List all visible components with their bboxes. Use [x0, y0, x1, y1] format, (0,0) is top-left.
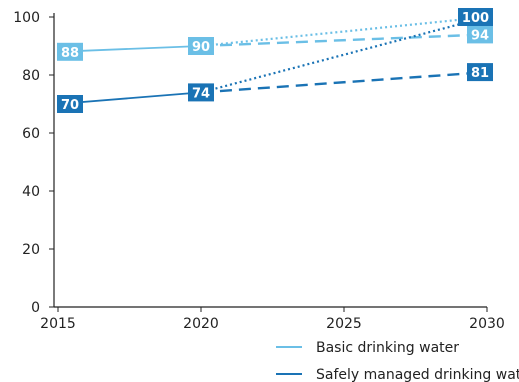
series-lines: [57, 15, 488, 105]
data-label: 94: [471, 28, 489, 43]
data-labels: 88 90 94 70 74 81 100: [57, 8, 493, 113]
legend-label: Safely managed drinking water: [316, 367, 519, 382]
legend: Basic drinking water Safely managed drink…: [276, 340, 519, 382]
data-label-box: [458, 8, 493, 26]
series-1-projection-line: [200, 70, 488, 94]
y-tick-label: 100: [13, 10, 40, 26]
data-label-box: [188, 83, 214, 102]
y-tick-label: 0: [31, 300, 40, 316]
data-label-box: [467, 25, 493, 44]
x-tick-label: 2015: [40, 316, 76, 332]
y-tick-label: 20: [22, 242, 40, 258]
data-label-box: [57, 95, 83, 113]
x-tick-label: 2030: [469, 316, 505, 332]
series-1-target-line: [200, 15, 488, 94]
y-tick-label: 80: [22, 68, 40, 84]
series-0-projection-line: [200, 33, 488, 48]
x-tick-label: 2025: [326, 316, 362, 332]
data-label: 100: [462, 11, 489, 26]
x-tick-label: 2020: [183, 316, 219, 332]
data-label-box: [467, 63, 493, 82]
legend-label: Basic drinking water: [316, 340, 459, 356]
axes: 0 20 40 60 80 100 2015 2020 2025 2030: [13, 10, 505, 332]
series-0-target-line: [200, 15, 488, 48]
y-tick-label: 40: [22, 184, 40, 200]
data-label: 74: [192, 86, 210, 101]
y-tick-label: 60: [22, 126, 40, 142]
data-label: 88: [61, 46, 79, 61]
data-label-box: [57, 42, 83, 61]
data-label-box: [188, 37, 214, 55]
data-label: 70: [61, 98, 79, 113]
data-label: 81: [471, 66, 489, 81]
data-label: 90: [192, 40, 210, 55]
